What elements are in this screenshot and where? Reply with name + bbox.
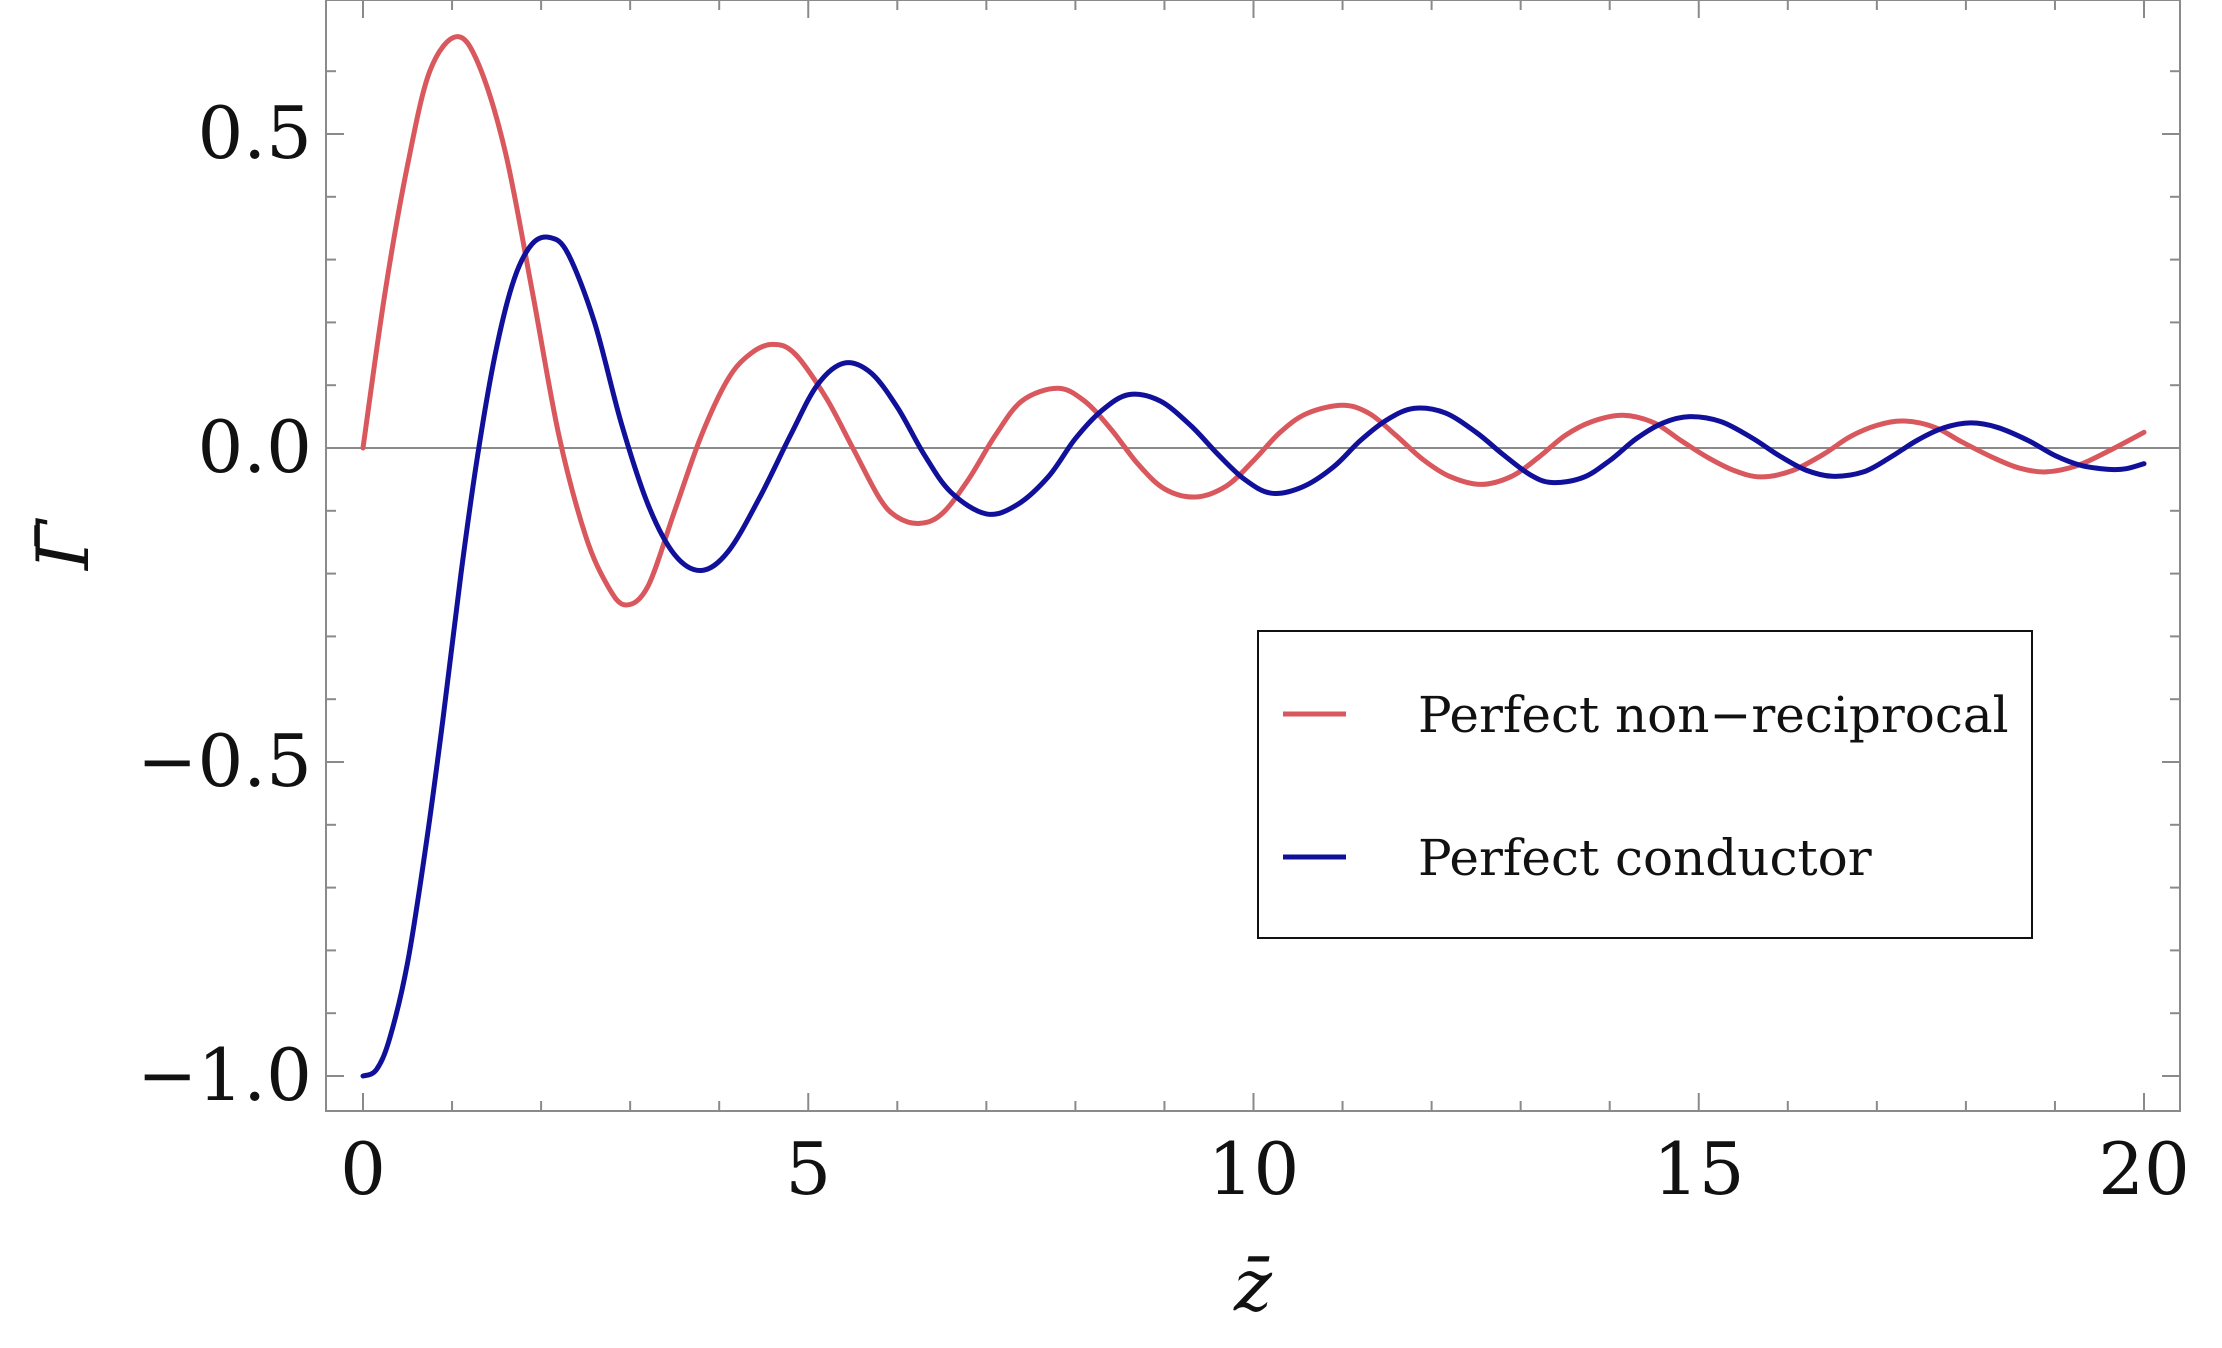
x-tick-label: 20 bbox=[2098, 1127, 2190, 1211]
y-tick-label: 0.5 bbox=[197, 91, 312, 175]
legend-box bbox=[1257, 630, 2033, 939]
x-tick-label: 0 bbox=[340, 1127, 386, 1211]
y-tick-label: −0.5 bbox=[137, 719, 312, 803]
series-line-conductor bbox=[360, 234, 2147, 1079]
legend-label-conductor: Perfect conductor bbox=[1418, 829, 1872, 887]
x-tick-label: 5 bbox=[785, 1127, 831, 1211]
y-tick-label: −1.0 bbox=[137, 1033, 312, 1117]
legend-label-non-reciprocal: Perfect non−reciprocal bbox=[1418, 686, 2009, 744]
x-tick-label: 15 bbox=[1653, 1127, 1745, 1211]
x-axis-title: z̄ bbox=[1233, 1243, 1273, 1327]
series-lines bbox=[360, 34, 2147, 1079]
legend: Perfect non−reciprocal Perfect conductor bbox=[1257, 630, 2033, 939]
series-line-non-reciprocal bbox=[360, 34, 2147, 608]
y-tick-label: 0.0 bbox=[197, 405, 312, 489]
axis-ticks bbox=[326, 0, 2180, 1111]
y-axis-title: Γ̄ bbox=[21, 517, 105, 572]
tick-labels: 0 5 10 15 20 −1.0 −0.5 0.0 0.5 bbox=[137, 91, 2190, 1211]
x-tick-label: 10 bbox=[1208, 1127, 1300, 1211]
